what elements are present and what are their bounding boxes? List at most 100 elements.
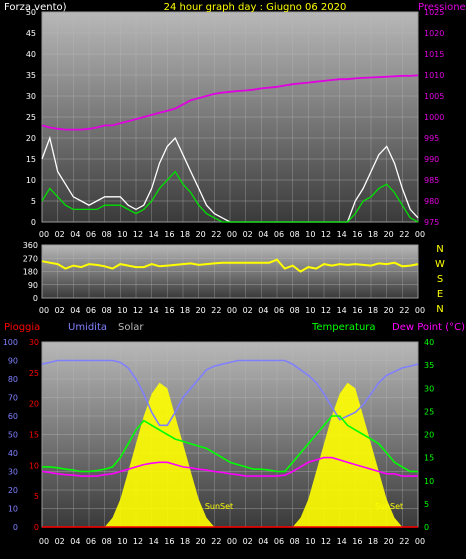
rain-tick-label: 30 xyxy=(29,338,39,347)
wind-tick-label: 35 xyxy=(26,71,36,80)
rain-tick-label: 5 xyxy=(34,492,39,501)
humidity-tick-label: 10 xyxy=(8,505,18,514)
compass-label: S xyxy=(437,274,443,285)
direction-tick-label: 0 xyxy=(33,294,38,303)
time-tick-label: 16 xyxy=(352,537,362,546)
time-tick-label: 08 xyxy=(290,537,300,546)
wind-tick-label: 15 xyxy=(26,155,36,164)
time-tick-label: 18 xyxy=(368,230,378,239)
time-tick-label: 18 xyxy=(180,306,190,315)
time-tick-label: 00 xyxy=(415,537,425,546)
time-tick-label: 18 xyxy=(180,537,190,546)
time-tick-label: 08 xyxy=(290,306,300,315)
time-tick-label: 10 xyxy=(305,306,315,315)
temperature-tick-label: 40 xyxy=(424,338,434,347)
wind-tick-label: 0 xyxy=(31,218,36,227)
temperature-axis-label: Temperatura xyxy=(311,322,376,333)
time-tick-label: 12 xyxy=(321,306,331,315)
direction-tick-label: 180 xyxy=(23,268,38,277)
time-tick-label: 18 xyxy=(368,306,378,315)
pressure-tick-label: 975 xyxy=(424,218,439,227)
time-tick-label: 04 xyxy=(70,537,80,546)
temperature-tick-label: 20 xyxy=(424,431,434,440)
time-tick-label: 22 xyxy=(211,306,221,315)
direction-tick-label: 90 xyxy=(28,281,38,290)
humidity-tick-label: 60 xyxy=(8,412,18,421)
wind-tick-label: 30 xyxy=(26,92,36,101)
humidity-tick-label: 90 xyxy=(8,357,18,366)
time-tick-label: 22 xyxy=(399,537,409,546)
time-tick-label: 06 xyxy=(274,306,284,315)
wind-tick-label: 5 xyxy=(31,197,36,206)
time-tick-label: 04 xyxy=(70,230,80,239)
rain-axis-label: Pioggia xyxy=(4,322,40,333)
time-tick-label: 22 xyxy=(211,230,221,239)
time-tick-label: 14 xyxy=(149,537,159,546)
direction-tick-label: 270 xyxy=(23,254,38,263)
humidity-tick-label: 50 xyxy=(8,431,18,440)
temperature-tick-label: 25 xyxy=(424,407,434,416)
time-tick-label: 08 xyxy=(102,230,112,239)
temperature-tick-label: 15 xyxy=(424,454,434,463)
time-tick-label: 18 xyxy=(368,537,378,546)
time-tick-label: 14 xyxy=(337,537,347,546)
time-tick-label: 20 xyxy=(384,537,394,546)
temperature-tick-label: 30 xyxy=(424,384,434,393)
humidity-tick-label: 70 xyxy=(8,394,18,403)
pressure-tick-label: 985 xyxy=(424,176,439,185)
pressure-axis-label: Pressione xyxy=(418,2,466,13)
rain-tick-label: 0 xyxy=(34,523,39,532)
temperature-tick-label: 5 xyxy=(424,500,429,509)
dewpoint-line xyxy=(41,456,418,477)
humidity-tick-label: 0 xyxy=(13,523,18,532)
pressure-tick-label: 990 xyxy=(424,155,439,164)
time-tick-label: 00 xyxy=(415,230,425,239)
wind-tick-label: 20 xyxy=(26,134,36,143)
time-tick-label: 06 xyxy=(86,537,96,546)
wind-tick-label: 25 xyxy=(26,113,36,122)
direction-tick-label: 360 xyxy=(23,241,38,250)
time-tick-label: 10 xyxy=(117,306,127,315)
time-tick-label: 12 xyxy=(133,537,143,546)
time-tick-label: 00 xyxy=(227,306,237,315)
wind-axis-label: Forza vento) xyxy=(4,2,67,13)
time-tick-label: 10 xyxy=(305,537,315,546)
time-tick-label: 04 xyxy=(70,306,80,315)
time-tick-label: 20 xyxy=(196,230,206,239)
time-tick-label: 22 xyxy=(399,306,409,315)
time-tick-label: 04 xyxy=(258,230,268,239)
pressure-tick-label: 1005 xyxy=(424,92,444,101)
wind-tick-label: 50 xyxy=(26,8,36,17)
sunset-label: SunSet xyxy=(375,502,403,511)
wind-direction-line xyxy=(41,258,419,273)
time-tick-label: 08 xyxy=(290,230,300,239)
time-tick-label: 16 xyxy=(352,230,362,239)
rain-tick-label: 20 xyxy=(29,400,39,409)
time-tick-label: 22 xyxy=(399,230,409,239)
time-tick-label: 08 xyxy=(102,537,112,546)
time-tick-label: 02 xyxy=(243,537,253,546)
wind-tick-label: 10 xyxy=(26,176,36,185)
pressure-tick-label: 1015 xyxy=(424,50,444,59)
wind-gust-line xyxy=(41,170,419,223)
time-tick-label: 00 xyxy=(227,230,237,239)
time-tick-label: 08 xyxy=(102,306,112,315)
dewpoint-axis-label: Dew Point (°C) xyxy=(392,322,465,333)
time-tick-label: 10 xyxy=(305,230,315,239)
humidity-tick-label: 40 xyxy=(8,449,18,458)
time-tick-label: 06 xyxy=(86,306,96,315)
time-tick-label: 00 xyxy=(39,537,49,546)
pressure-tick-label: 1000 xyxy=(424,113,444,122)
temperature-line xyxy=(42,415,418,473)
time-tick-label: 02 xyxy=(55,537,65,546)
time-tick-label: 06 xyxy=(274,230,284,239)
sunset-label: SunSet xyxy=(205,502,233,511)
time-tick-label: 12 xyxy=(133,230,143,239)
time-tick-label: 20 xyxy=(196,306,206,315)
humidity-tick-label: 30 xyxy=(8,468,18,477)
compass-label: N xyxy=(436,244,443,255)
pressure-tick-label: 1020 xyxy=(424,29,444,38)
humidity-tick-label: 80 xyxy=(8,375,18,384)
